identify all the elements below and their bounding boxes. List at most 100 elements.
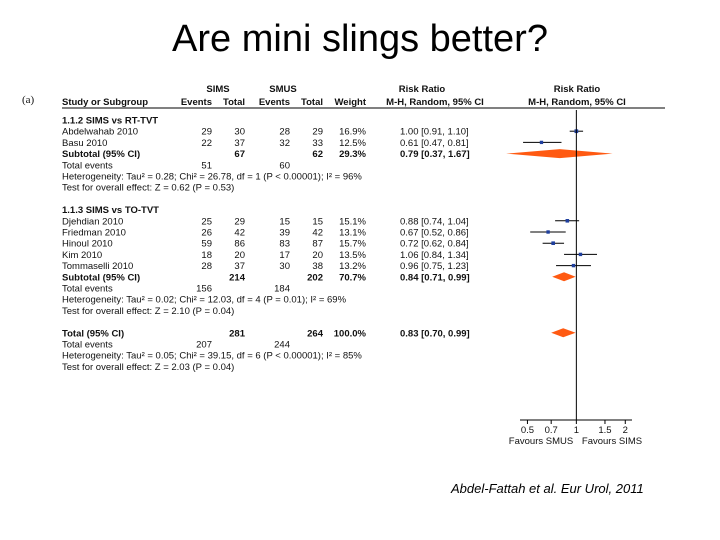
header-weight: Weight: [335, 97, 367, 108]
row-label: Total (95% CI): [62, 328, 124, 339]
weight-value: 29.3%: [339, 149, 366, 160]
total-smus: 62: [312, 149, 323, 160]
risk-ratio-ci: 0.67 [0.52, 0.86]: [400, 228, 469, 239]
header-total-smus: Total: [301, 97, 323, 108]
x-tick-label: 0.7: [545, 425, 558, 436]
events-sims: 51: [201, 160, 212, 171]
row-label: Hinoul 2010: [62, 239, 113, 250]
weight-value: 70.7%: [339, 272, 366, 283]
weight-value: 16.9%: [339, 127, 366, 138]
forest-row-text: Heterogeneity: Tau² = 0.02; Chi² = 12.03…: [62, 295, 347, 306]
forest-row-study: Friedman 2010 26 42 39 42 13.1% 0.67 [0.52, 0.…: [62, 228, 566, 239]
panel-label: (a): [22, 94, 35, 106]
header-method: M-H, Random, 95% CI: [386, 97, 484, 108]
x-tick-label: 0.5: [521, 425, 534, 436]
events-smus: 83: [279, 239, 290, 250]
effect-square: [539, 140, 544, 145]
header-study: Study or Subgroup: [62, 97, 148, 108]
forest-row-text: Total events 207 244: [62, 340, 290, 351]
forest-row-text: Total events 156 184: [62, 284, 290, 295]
weight-value: 12.5%: [339, 138, 366, 149]
forest-axis: 0.5 0.7 1 1.5 2 Favours SMUS Favours SIMS: [509, 110, 642, 447]
effect-square: [578, 252, 583, 257]
risk-ratio-ci: 0.79 [0.37, 1.67]: [400, 149, 470, 160]
effect-square: [571, 263, 576, 268]
header-events-sims: Events: [181, 97, 212, 108]
events-sims: 18: [201, 250, 212, 261]
total-sims: 67: [234, 149, 245, 160]
forest-row-text: Test for overall effect: Z = 2.03 (P = 0…: [62, 362, 234, 373]
row-label: 1.1.3 SIMS vs TO-TVT: [62, 205, 159, 216]
pooled-diamond: [506, 149, 613, 159]
row-label: Djehdian 2010: [62, 216, 123, 227]
risk-ratio-ci: 0.83 [0.70, 0.99]: [400, 328, 470, 339]
effect-square: [565, 219, 570, 223]
events-sims: 25: [201, 216, 212, 227]
forest-row-study: Basu 2010 22 37 32 33 12.5% 0.61 [0.47, 0.81]: [62, 138, 562, 149]
events-smus: 32: [279, 138, 290, 149]
header-group-risk-ratio-plot: Risk Ratio: [554, 84, 601, 95]
weight-value: 15.1%: [339, 216, 366, 227]
total-smus: 33: [312, 138, 323, 149]
events-sims: 28: [201, 261, 212, 272]
row-label: Tommaselli 2010: [62, 261, 133, 272]
row-label: Subtotal (95% CI): [62, 149, 140, 160]
forest-row-heading: 1.1.3 SIMS vs TO-TVT: [62, 205, 159, 216]
row-label: Subtotal (95% CI): [62, 272, 140, 283]
forest-row-study: Tommaselli 2010 28 37 30 38 13.2% 0.96 [0.75, …: [62, 261, 591, 272]
row-label: Total events: [62, 284, 113, 295]
x-tick-label: 1: [574, 425, 579, 436]
header-total-sims: Total: [223, 97, 245, 108]
row-label: Heterogeneity: Tau² = 0.05; Chi² = 39.15…: [62, 351, 362, 362]
header-group-risk-ratio: Risk Ratio: [399, 84, 446, 95]
events-smus: 28: [279, 127, 290, 138]
events-smus: 184: [274, 284, 290, 295]
forest-row-text: Test for overall effect: Z = 2.10 (P = 0…: [62, 306, 234, 317]
events-smus: 60: [279, 160, 290, 171]
forest-row-study: Kim 2010 18 20 17 20 13.5% 1.06 [0.84, 1.34]: [62, 250, 598, 261]
forest-row-text: Test for overall effect: Z = 0.62 (P = 0…: [62, 183, 234, 194]
row-label: Kim 2010: [62, 250, 102, 261]
risk-ratio-ci: 0.72 [0.62, 0.84]: [400, 239, 469, 250]
forest-row-subtotal: Subtotal (95% CI) 67 62 29.3% 0.79 [0.37, 1.…: [62, 149, 613, 160]
citation: Abdel-Fattah et al. Eur Urol, 2011: [451, 481, 644, 496]
total-sims: 86: [234, 239, 245, 250]
events-sims: 59: [201, 239, 212, 250]
row-label: Basu 2010: [62, 138, 107, 149]
total-smus: 38: [312, 261, 323, 272]
row-label: Heterogeneity: Tau² = 0.28; Chi² = 26.78…: [62, 172, 362, 183]
total-smus: 87: [312, 239, 323, 250]
risk-ratio-ci: 0.88 [0.74, 1.04]: [400, 216, 469, 227]
row-label: Heterogeneity: Tau² = 0.02; Chi² = 12.03…: [62, 295, 347, 306]
total-sims: 30: [234, 127, 245, 138]
total-sims: 214: [229, 272, 246, 283]
forest-row-study: Abdelwahab 2010 29 30 28 29 16.9% 1.00 [0.91, …: [62, 127, 584, 138]
total-smus: 20: [312, 250, 323, 261]
pooled-diamond: [552, 272, 576, 282]
x-tick-label: 1.5: [598, 425, 611, 436]
header-method-plot: M-H, Random, 95% CI: [528, 97, 626, 108]
total-smus: 264: [307, 328, 324, 339]
weight-value: 13.2%: [339, 261, 366, 272]
forest-row-subtotal: Subtotal (95% CI) 214 202 70.7% 0.84 [0.71, …: [62, 272, 576, 283]
total-sims: 20: [234, 250, 245, 261]
forest-row-text: Total events 51 60: [62, 160, 290, 171]
pooled-diamond: [551, 328, 576, 338]
row-label: Test for overall effect: Z = 0.62 (P = 0…: [62, 183, 234, 194]
events-smus: 30: [279, 261, 290, 272]
favours-left-label: Favours SMUS: [509, 436, 573, 447]
forest-header: SIMS SMUS Risk Ratio Risk Ratio Study or…: [62, 84, 665, 109]
forest-row-subtotal: Total (95% CI) 281 264 100.0% 0.83 [0.70, 0.…: [62, 328, 576, 339]
events-sims: 207: [196, 340, 212, 351]
risk-ratio-ci: 0.84 [0.71, 0.99]: [400, 272, 470, 283]
total-smus: 29: [312, 127, 323, 138]
row-label: 1.1.2 SIMS vs RT-TVT: [62, 116, 158, 127]
total-smus: 202: [307, 272, 323, 283]
total-sims: 37: [234, 138, 245, 149]
events-smus: 39: [279, 228, 290, 239]
total-sims: 37: [234, 261, 245, 272]
events-smus: 15: [279, 216, 290, 227]
risk-ratio-ci: 1.06 [0.84, 1.34]: [400, 250, 469, 261]
effect-square: [551, 241, 555, 246]
